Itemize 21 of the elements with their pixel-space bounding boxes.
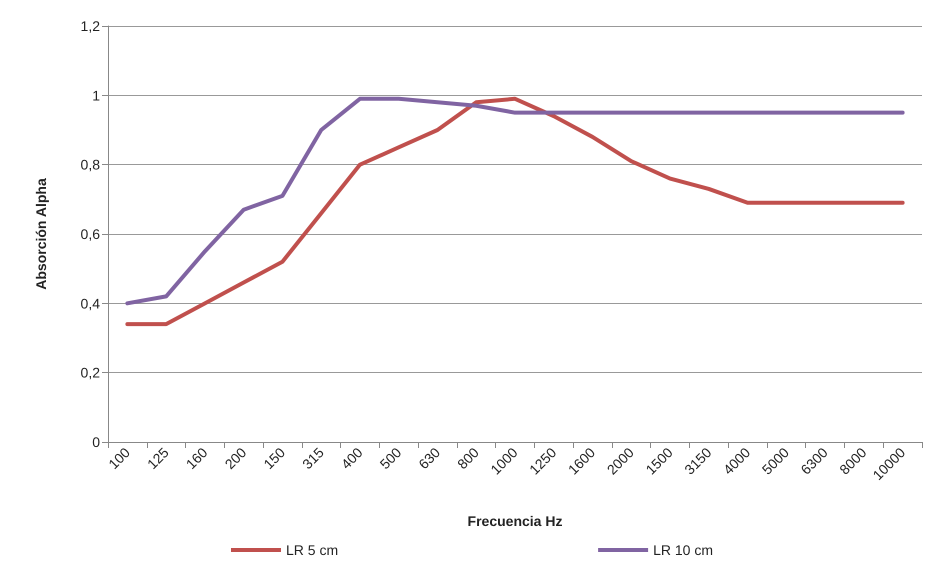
y-tick-label: 0,2 <box>80 364 100 381</box>
x-tick-label: 160 <box>182 444 211 472</box>
x-tick-label: 125 <box>144 444 172 472</box>
y-tick-label: 0 <box>92 434 100 450</box>
y-axis-title: Absorción Alpha <box>33 178 49 290</box>
x-tick-label: 630 <box>415 444 444 472</box>
legend-label: LR 5 cm <box>286 542 338 558</box>
legend-label: LR 10 cm <box>653 542 714 558</box>
x-tick-label: 200 <box>222 444 250 472</box>
x-tick-label: 315 <box>299 444 327 472</box>
y-tick-label: 1 <box>92 87 100 104</box>
x-tick-label: 100 <box>105 444 134 472</box>
y-tick-label: 1,2 <box>80 18 100 34</box>
y-tick-label: 0,4 <box>80 295 100 312</box>
x-axis-title: Frecuencia Hz <box>468 513 562 529</box>
x-tick-label: 500 <box>376 444 405 472</box>
y-tick-label: 0,6 <box>80 226 100 242</box>
x-tick-label: 400 <box>338 444 366 472</box>
y-tick-label: 0,8 <box>80 156 100 173</box>
x-tick-label: 150 <box>260 444 288 472</box>
x-tick-label: 800 <box>454 444 482 472</box>
